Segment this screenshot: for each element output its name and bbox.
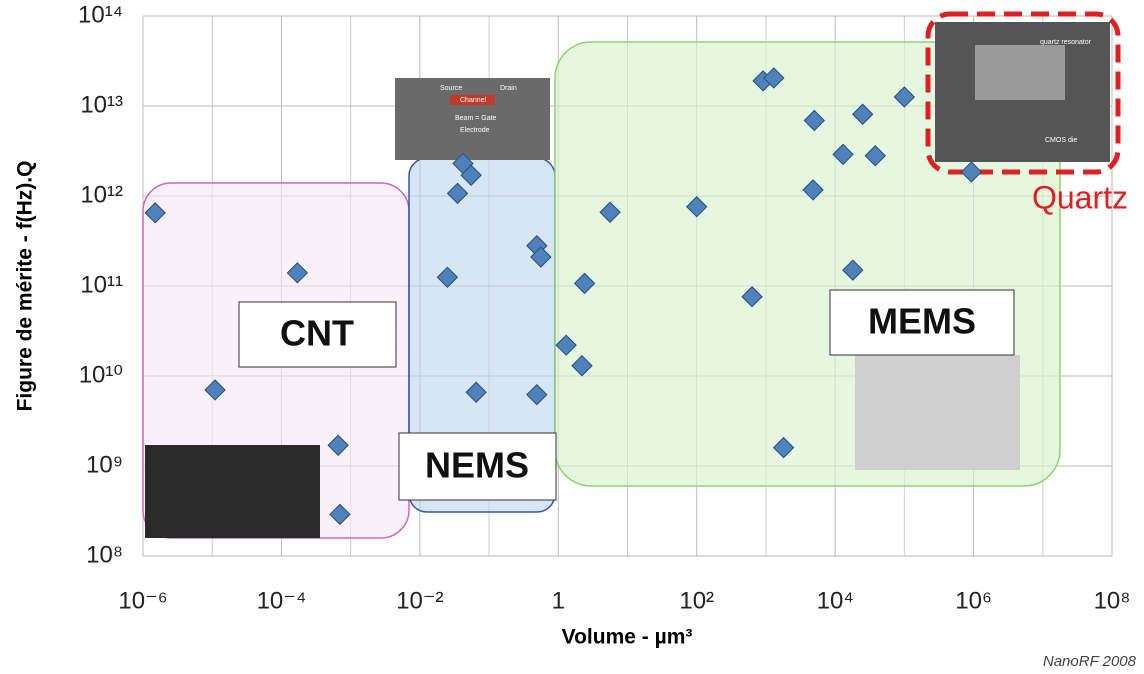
point xyxy=(144,202,166,224)
point xyxy=(802,179,824,201)
point xyxy=(842,259,864,281)
inset-label: CMOS die xyxy=(1045,137,1077,144)
point xyxy=(526,383,548,406)
inset-label: Electrode xyxy=(460,127,490,134)
point xyxy=(851,103,874,125)
y-tick-label: 10¹⁰ xyxy=(79,361,123,388)
region-label: MEMS xyxy=(868,301,976,342)
point xyxy=(329,503,351,526)
point xyxy=(960,161,983,183)
x-tick-label: 10² xyxy=(679,587,714,614)
point xyxy=(460,164,482,186)
y-tick-label: 10⁹ xyxy=(86,451,123,478)
source-note: NanoRF 2008 xyxy=(1043,653,1137,670)
inset-label: Beam = Gate xyxy=(455,115,497,122)
region-label: Quartz xyxy=(1032,179,1128,215)
y-tick-label: 10⁸ xyxy=(86,541,123,568)
point xyxy=(803,109,826,132)
point xyxy=(530,246,552,268)
point xyxy=(571,355,593,377)
region-label: CNT xyxy=(280,313,354,354)
point xyxy=(555,334,577,356)
quartz-image: quartz resonator CMOS die xyxy=(935,22,1110,162)
point xyxy=(286,262,309,284)
point xyxy=(832,143,854,166)
x-tick-label: 10⁴ xyxy=(817,587,854,614)
cnt-image xyxy=(145,445,320,538)
y-tick-label: 10¹¹ xyxy=(80,271,123,298)
point xyxy=(772,436,795,459)
y-tick-label: 10¹³ xyxy=(80,91,123,118)
point xyxy=(573,272,596,295)
point xyxy=(893,86,916,108)
y-tick-label: 10¹⁴ xyxy=(78,1,123,28)
point xyxy=(204,379,226,401)
inset-label: quartz resonator xyxy=(1040,39,1092,46)
inset-label: Source xyxy=(440,85,462,92)
x-tick-label: 10⁻⁶ xyxy=(118,587,167,614)
region-label: NEMS xyxy=(425,445,529,486)
label-box xyxy=(398,432,557,501)
point xyxy=(763,67,785,89)
x-tick-label: 10⁶ xyxy=(955,587,992,614)
x-tick-label: 10⁻⁴ xyxy=(257,587,307,614)
point xyxy=(465,381,487,403)
point xyxy=(599,201,621,223)
point xyxy=(446,182,469,205)
inset-label: Channel xyxy=(460,97,487,104)
mems-image xyxy=(855,355,1020,470)
point xyxy=(686,196,708,218)
x-tick-label: 1 xyxy=(552,587,565,614)
y-tick-label: 10¹² xyxy=(80,181,123,208)
nems-image: Source Channel Drain Beam = Gate Electro… xyxy=(395,78,550,160)
points xyxy=(144,67,983,526)
label-box xyxy=(829,289,1015,356)
point xyxy=(327,434,349,456)
x-tick-label: 10⁻² xyxy=(396,587,443,614)
x-axis-label: Volume - µm³ xyxy=(562,626,693,649)
y-axis-label: Figure de mérite - f(Hz).Q xyxy=(14,161,37,412)
point xyxy=(741,286,763,308)
x-tick-label: 10⁸ xyxy=(1094,587,1131,614)
inset-label: Drain xyxy=(500,85,517,92)
label-box xyxy=(238,301,397,368)
point xyxy=(436,266,459,288)
point xyxy=(864,145,886,167)
